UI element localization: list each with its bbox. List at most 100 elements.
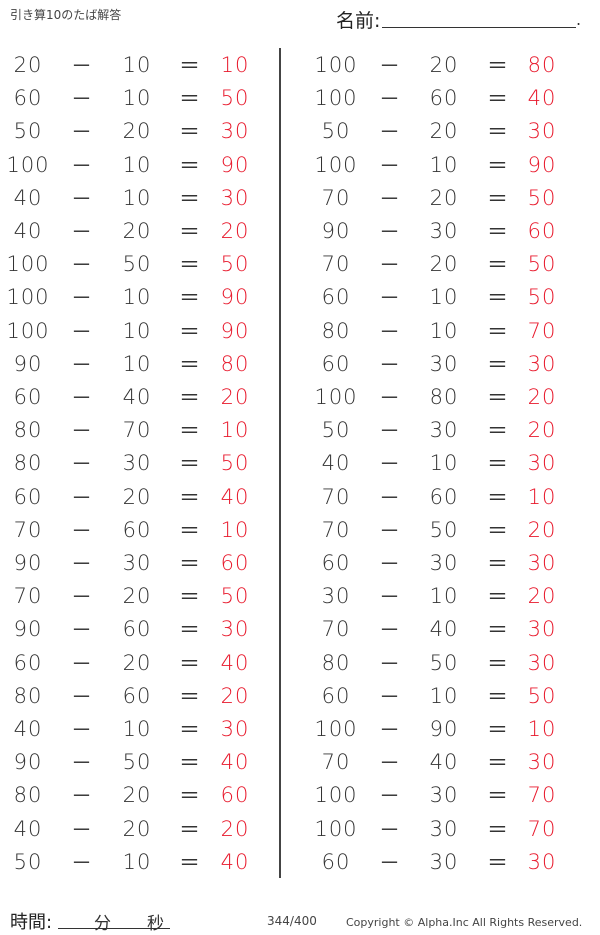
minus-sign: －	[379, 220, 401, 244]
minus-sign: －	[379, 120, 401, 145]
equals-sign: ＝	[179, 817, 201, 842]
equals-sign: ＝	[487, 651, 509, 676]
subtrahend: 60	[122, 683, 152, 708]
minuend: 70	[13, 517, 43, 542]
subtrahend: 10	[122, 285, 152, 310]
minus-sign: －	[71, 186, 93, 211]
answer: 30	[527, 617, 557, 642]
subtrahend: 70	[122, 418, 152, 443]
minus-sign: －	[71, 552, 93, 576]
equals-sign: ＝	[487, 751, 509, 776]
answer: 90	[220, 285, 250, 310]
minus-sign: －	[379, 253, 401, 278]
minus-sign: －	[71, 651, 93, 676]
answer: 40	[527, 86, 557, 111]
minuend: 50	[13, 119, 43, 144]
answer: 50	[527, 683, 557, 708]
answer: 30	[527, 551, 557, 575]
equals-sign: ＝	[179, 253, 201, 278]
minus-sign: －	[71, 718, 93, 742]
answer: 10	[527, 717, 557, 741]
minus-sign: －	[379, 485, 401, 510]
seconds-label: 秒	[147, 914, 164, 934]
name-label: 名前:	[336, 10, 381, 32]
subtrahend: 20	[429, 119, 459, 144]
subtrahend: 20	[122, 119, 152, 144]
subtrahend: 10	[122, 53, 152, 77]
equals-sign: ＝	[179, 386, 201, 410]
name-field-line	[382, 27, 576, 28]
minus-sign: －	[71, 253, 93, 278]
equals-sign: ＝	[487, 684, 509, 709]
answer: 50	[527, 285, 557, 310]
equals-sign: ＝	[179, 651, 201, 676]
subtrahend: 30	[429, 551, 459, 575]
answer: 50	[220, 252, 250, 277]
minus-sign: －	[71, 585, 93, 610]
minuend: 100	[314, 152, 358, 177]
subtrahend: 60	[429, 484, 459, 509]
minuend: 100	[6, 285, 50, 310]
equals-sign: ＝	[179, 485, 201, 510]
minus-sign: －	[379, 153, 401, 178]
subtrahend: 20	[122, 816, 152, 841]
minuend: 60	[321, 551, 351, 575]
answer: 60	[527, 219, 557, 243]
answer: 60	[220, 551, 250, 575]
minus-sign: －	[379, 651, 401, 676]
minus-sign: －	[71, 54, 93, 78]
answer: 30	[220, 717, 250, 741]
minus-sign: －	[379, 452, 401, 477]
equals-sign: ＝	[487, 618, 509, 643]
equals-sign: ＝	[487, 850, 509, 875]
equals-sign: ＝	[487, 186, 509, 211]
minus-sign: －	[71, 784, 93, 809]
equals-sign: ＝	[179, 618, 201, 643]
equals-sign: ＝	[179, 718, 201, 742]
minus-sign: －	[379, 718, 401, 742]
minus-sign: －	[379, 286, 401, 311]
subtrahend: 40	[429, 617, 459, 642]
subtrahend: 10	[122, 318, 152, 343]
minus-sign: －	[379, 386, 401, 410]
answer: 20	[527, 517, 557, 542]
answer: 20	[220, 683, 250, 708]
subtrahend: 60	[122, 517, 152, 542]
subtrahend: 10	[122, 717, 152, 741]
equals-sign: ＝	[179, 784, 201, 809]
minuend: 70	[321, 185, 351, 210]
answer: 90	[220, 318, 250, 343]
equals-sign: ＝	[487, 784, 509, 809]
minuend: 100	[314, 717, 358, 741]
equals-sign: ＝	[179, 751, 201, 776]
answer: 50	[220, 584, 250, 609]
subtrahend: 10	[122, 86, 152, 111]
subtrahend: 30	[429, 219, 459, 243]
minuend: 90	[13, 351, 43, 376]
answer: 20	[527, 418, 557, 443]
minuend: 100	[314, 86, 358, 111]
minuend: 60	[321, 683, 351, 708]
minus-sign: －	[379, 850, 401, 875]
minuend: 70	[321, 617, 351, 642]
answer: 40	[220, 650, 250, 675]
copyright: Copyright © Alpha.Inc All Rights Reserve…	[346, 916, 583, 929]
subtrahend: 10	[429, 285, 459, 310]
equals-sign: ＝	[179, 153, 201, 178]
minuend: 70	[321, 750, 351, 775]
answer: 10	[220, 53, 250, 77]
minus-sign: －	[379, 319, 401, 344]
minus-sign: －	[71, 386, 93, 410]
answer: 90	[527, 152, 557, 177]
equals-sign: ＝	[487, 419, 509, 444]
minus-sign: －	[379, 552, 401, 576]
minuend: 60	[13, 385, 43, 409]
subtrahend: 40	[122, 385, 152, 409]
answer: 20	[220, 816, 250, 841]
subtrahend: 50	[429, 650, 459, 675]
subtrahend: 20	[122, 484, 152, 509]
answer: 70	[527, 816, 557, 841]
page-number: 344/400	[267, 914, 317, 928]
answer: 30	[527, 451, 557, 476]
minuend: 50	[321, 119, 351, 144]
